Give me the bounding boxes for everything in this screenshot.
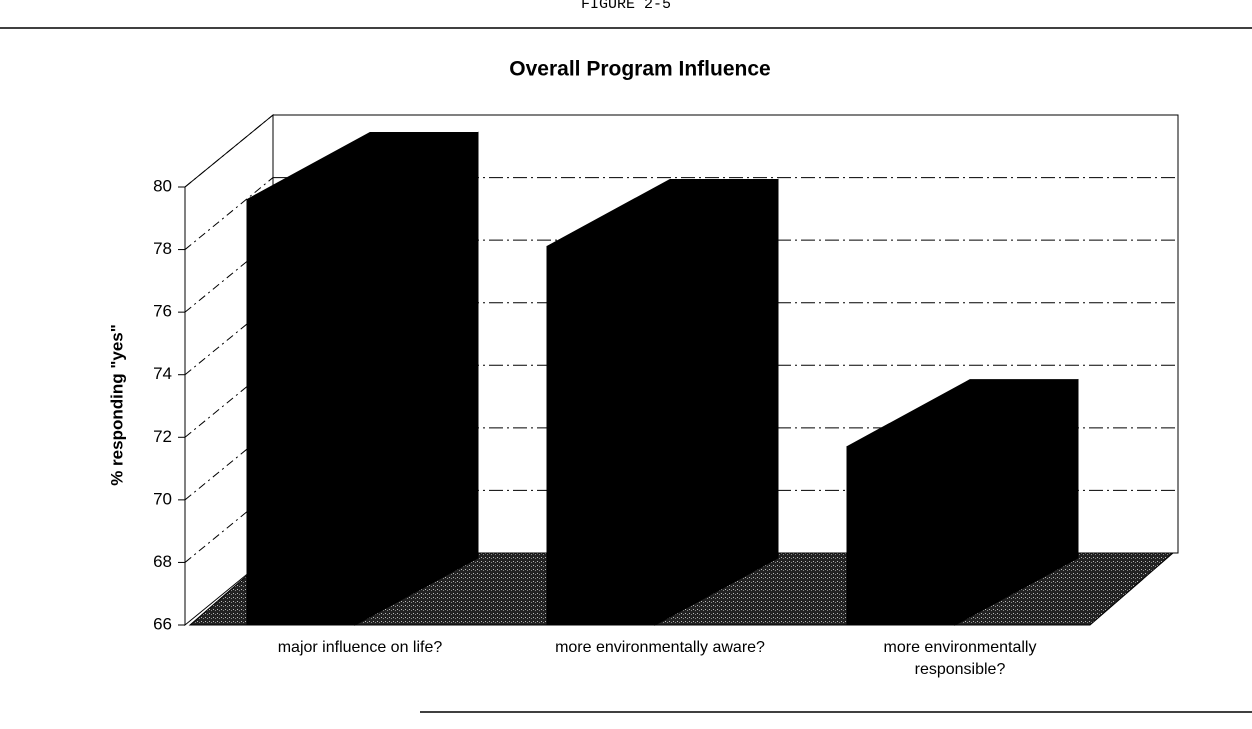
y-tick-label: 66 (153, 614, 172, 633)
bar-side (654, 178, 779, 626)
figure-header: FIGURE 2-5 (581, 0, 671, 13)
chart-title: Overall Program Influence (509, 58, 770, 81)
y-tick-label: 68 (153, 552, 172, 571)
bar-side (354, 131, 479, 626)
bar (546, 245, 656, 626)
y-tick-label: 70 (153, 489, 172, 508)
bar (246, 199, 356, 626)
x-tick-label: major influence on life? (277, 639, 443, 656)
y-tick-label: 72 (153, 427, 172, 446)
y-tick-label: 78 (153, 239, 172, 258)
grid-line (184, 177, 274, 250)
x-tick-label: more environmentally responsible? (883, 639, 1037, 678)
y-axis-label: % responding "yes" (107, 324, 126, 486)
y-tick-label: 80 (153, 176, 172, 195)
y-tick-label: 76 (153, 302, 172, 321)
x-tick-label: more environmentally aware? (555, 639, 765, 656)
y-tick-label: 74 (153, 364, 172, 383)
grid-line (184, 114, 274, 188)
bar (846, 446, 956, 626)
